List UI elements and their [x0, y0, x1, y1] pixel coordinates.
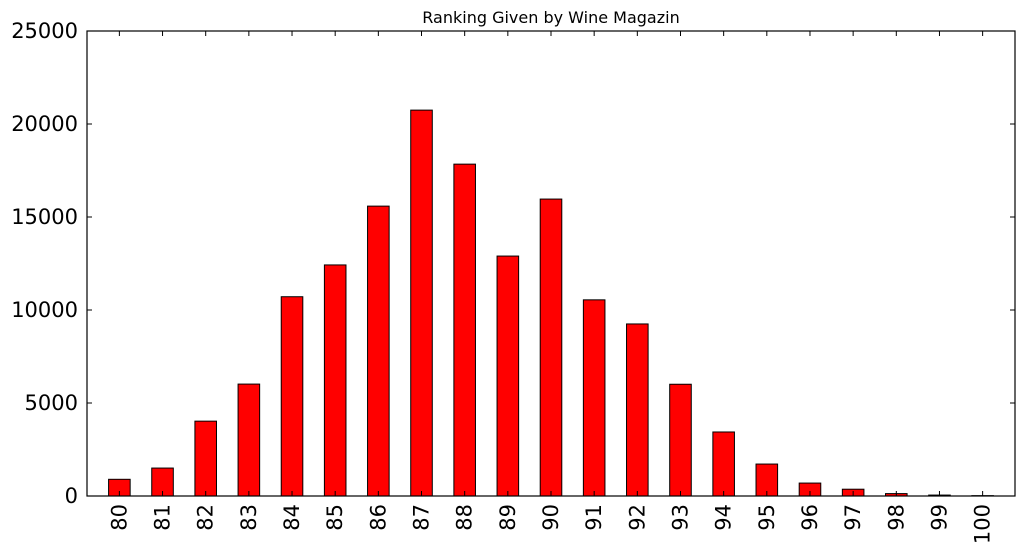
bar-91	[582, 299, 606, 497]
bar-83	[237, 383, 261, 497]
y-axis-ticks: 0 5000 10000 15000 20000 25000	[11, 19, 1015, 508]
bar-90	[539, 198, 563, 497]
y-tick-label: 25000	[11, 19, 78, 43]
chart-title: Ranking Given by Wine Magazin	[422, 8, 679, 27]
x-tick-label: 81	[151, 504, 175, 531]
x-tick-label: 97	[841, 504, 865, 531]
x-tick-label: 86	[366, 504, 390, 531]
x-tick-label: 99	[927, 504, 951, 531]
x-axis-ticks: 80 81 82 83 84 85 86 87 88 89 90 91 92 93 94 95 96 97 98 99…	[107, 31, 995, 544]
y-tick-label: 10000	[11, 298, 78, 322]
x-tick-label: 90	[539, 504, 563, 531]
bar-88	[453, 163, 476, 497]
bar-84	[280, 296, 304, 497]
bars-group	[108, 109, 994, 497]
x-tick-label: 91	[582, 504, 606, 531]
x-tick-label: 96	[798, 504, 822, 531]
x-tick-label: 87	[410, 504, 434, 531]
x-tick-label: 92	[625, 504, 649, 531]
plot-area-frame	[86, 30, 1016, 497]
x-tick-label: 98	[884, 504, 908, 531]
x-tick-label: 80	[107, 504, 131, 531]
y-tick-label: 15000	[11, 205, 78, 229]
y-tick-label: 0	[65, 484, 78, 508]
bar-86	[367, 205, 390, 497]
bar-87	[410, 109, 433, 497]
bar-94	[712, 431, 735, 497]
bar-89	[496, 255, 520, 497]
x-tick-label: 83	[237, 504, 261, 531]
bar-93	[669, 383, 692, 497]
x-tick-label: 85	[323, 504, 347, 531]
x-tick-label: 95	[755, 504, 779, 531]
bar-92	[626, 323, 649, 497]
x-tick-label: 82	[194, 504, 218, 531]
x-tick-label: 100	[971, 504, 995, 544]
x-tick-label: 89	[496, 504, 520, 531]
bar-82	[194, 420, 217, 497]
x-tick-label: 94	[712, 504, 736, 531]
y-tick-label: 5000	[25, 391, 78, 415]
x-tick-label: 88	[453, 504, 477, 531]
x-tick-label: 93	[668, 504, 692, 531]
y-tick-label: 20000	[11, 112, 78, 136]
x-tick-label: 84	[280, 504, 304, 531]
bar-85	[323, 264, 347, 497]
